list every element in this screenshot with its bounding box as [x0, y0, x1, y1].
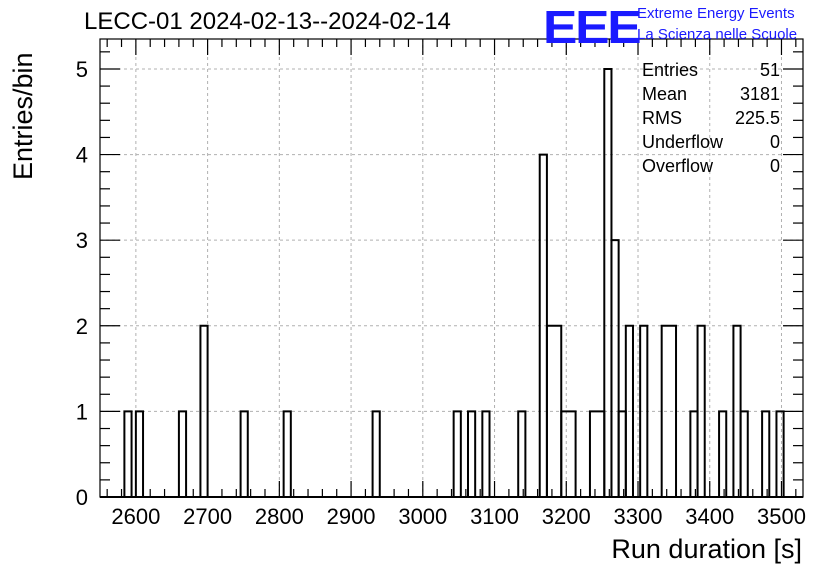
histogram-bin — [603, 67, 613, 497]
histogram-bin — [560, 410, 577, 497]
eee-logo: EEE — [543, 1, 642, 53]
y-tick-label: 3 — [76, 228, 88, 253]
x-tick-label: 3500 — [757, 504, 806, 529]
stat-row-entries: Entries 51 — [642, 58, 780, 82]
tick-labels: 2600 2700 2800 2900 3000 3100 3200 3300 3400 3500… — [76, 57, 806, 529]
histogram-bin — [466, 410, 477, 497]
y-tick-label: 1 — [76, 399, 88, 424]
histogram-bin — [739, 410, 749, 497]
histogram-bin — [617, 410, 627, 497]
histogram-bin — [481, 410, 491, 497]
histogram-bin — [282, 410, 292, 497]
histogram-bin — [199, 324, 209, 497]
histogram-bin — [134, 410, 145, 497]
stat-row-mean: Mean 3181 — [642, 82, 780, 106]
stat-label: Entries — [642, 60, 699, 80]
stat-label: Overflow — [642, 156, 714, 176]
y-tick-label: 5 — [76, 57, 88, 82]
logo-line-1: Extreme Energy Events — [637, 5, 795, 22]
y-tick-label: 2 — [76, 314, 88, 339]
y-axis-label: Entries/bin — [8, 52, 38, 180]
histogram-series — [100, 67, 803, 498]
x-tick-label: 3400 — [685, 504, 734, 529]
stats-box: Entries 51 Mean 3181 RMS 225.5 Underflow… — [642, 58, 780, 178]
x-tick-label: 3200 — [542, 504, 591, 529]
stat-row-rms: RMS 225.5 — [642, 106, 780, 130]
stat-label: RMS — [642, 108, 682, 128]
x-tick-label: 2800 — [255, 504, 304, 529]
histogram-bin — [775, 410, 785, 497]
histogram-bin — [371, 410, 381, 497]
histogram-bin — [718, 410, 728, 497]
x-tick-label: 2600 — [111, 504, 160, 529]
stat-value: 0 — [769, 156, 780, 176]
stat-label: Underflow — [642, 132, 724, 152]
histogram-bin — [545, 324, 563, 497]
x-tick-label: 3300 — [614, 504, 663, 529]
grid — [100, 39, 803, 497]
stat-value: 3181 — [739, 84, 780, 104]
x-tick-label: 3100 — [470, 504, 519, 529]
histogram-bin — [452, 410, 462, 497]
histogram-bin — [123, 410, 133, 497]
y-tick-label: 0 — [76, 485, 88, 510]
histogram-bin — [610, 239, 620, 497]
x-tick-label: 2900 — [327, 504, 376, 529]
y-tick-label: 4 — [76, 143, 88, 168]
histogram-bin — [761, 410, 771, 497]
x-tick-label: 2700 — [183, 504, 232, 529]
stat-row-underflow: Underflow 0 — [642, 130, 780, 154]
histogram-bin — [588, 410, 606, 497]
x-tick-label: 3000 — [398, 504, 447, 529]
histogram-bin — [239, 410, 249, 497]
stat-value: 0 — [769, 132, 780, 152]
histogram-bin — [624, 324, 634, 497]
histogram-bin — [660, 324, 678, 497]
stat-row-overflow: Overflow 0 — [642, 154, 780, 178]
axes — [99, 38, 804, 498]
histogram-bin — [517, 410, 527, 497]
histogram-bin — [639, 324, 649, 497]
stat-value: 51 — [759, 60, 780, 80]
histogram-bin — [696, 324, 706, 497]
chart-title: LECC-01 2024-02-13--2024-02-14 — [84, 8, 451, 35]
histogram-bin — [177, 410, 188, 497]
stat-label: Mean — [642, 84, 688, 104]
logo-line-2: La Scienza nelle Scuole — [637, 26, 798, 43]
histogram-bin — [689, 410, 699, 497]
stat-value: 225.5 — [734, 108, 780, 128]
x-axis-label: Run duration [s] — [611, 534, 802, 564]
